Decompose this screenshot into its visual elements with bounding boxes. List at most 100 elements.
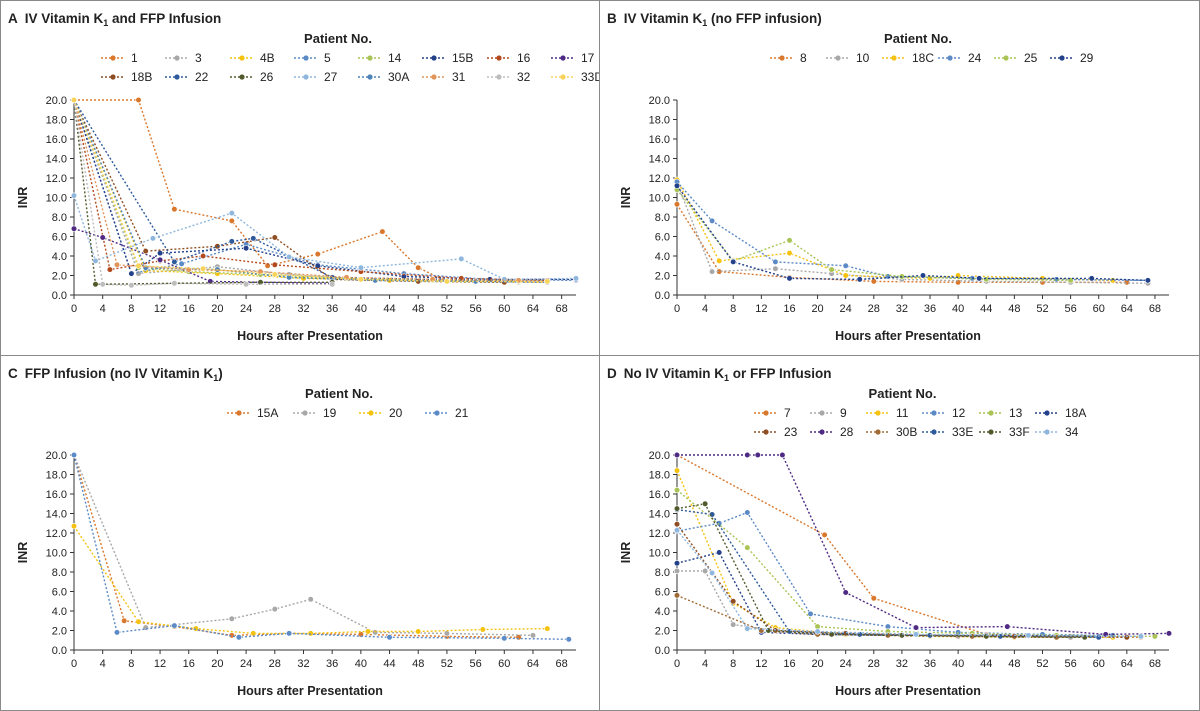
legend-swatch-marker	[931, 410, 937, 416]
data-point	[1095, 634, 1102, 641]
y-tick-label: 12.0	[46, 528, 67, 540]
data-point	[730, 598, 737, 605]
y-tick-label: 6.0	[52, 232, 67, 244]
x-tick-label: 64	[527, 658, 539, 670]
series-line	[73, 99, 548, 283]
x-tick-label: 0	[71, 658, 77, 670]
data-point	[673, 182, 681, 189]
y-tick-label: 10.0	[46, 548, 67, 560]
x-tick-label: 20	[811, 658, 823, 670]
x-tick-label: 20	[211, 658, 223, 670]
legend-entry: 15A	[227, 406, 278, 420]
legend-entry: 32	[487, 70, 531, 84]
data-point	[673, 201, 681, 208]
series-line	[73, 454, 519, 638]
series-line	[73, 525, 548, 635]
legend-title: Patient No.	[884, 31, 952, 46]
legend-swatch-marker	[875, 410, 881, 416]
data-point	[565, 636, 572, 643]
legend-title: Patient No.	[304, 31, 372, 46]
data-point	[1004, 623, 1011, 630]
x-tick-label: 32	[896, 658, 908, 670]
x-tick-label: 4	[100, 303, 106, 315]
y-tick-label: 4.0	[52, 251, 67, 263]
data-point	[673, 527, 681, 534]
y-tick-label: 20.0	[46, 95, 67, 107]
y-tick-label: 18.0	[649, 470, 670, 482]
data-point	[228, 238, 235, 245]
legend-label: 29	[1080, 51, 1094, 65]
data-point	[673, 467, 681, 474]
data-point	[744, 625, 751, 632]
data-point	[243, 281, 250, 288]
data-point	[157, 250, 164, 257]
data-point	[828, 266, 835, 273]
x-tick-label: 4	[702, 303, 708, 315]
x-tick-label: 68	[556, 303, 568, 315]
data-point	[1151, 633, 1159, 640]
series-group	[673, 467, 1116, 641]
data-point	[870, 278, 877, 285]
legend-label: 17	[581, 51, 595, 65]
legend-swatch-marker	[367, 55, 373, 61]
series-line	[676, 179, 1113, 282]
x-tick-label: 8	[128, 303, 134, 315]
x-tick-label: 32	[896, 303, 908, 315]
data-point	[786, 237, 793, 244]
series-group	[673, 201, 1130, 286]
x-tick-label: 68	[556, 658, 568, 670]
y-axis-title: INR	[16, 542, 30, 564]
data-point	[983, 276, 990, 283]
data-point	[730, 258, 737, 266]
legend-entry: 22	[165, 70, 209, 84]
legend-label: 34	[1065, 425, 1079, 439]
data-point	[673, 567, 681, 575]
data-point	[673, 505, 681, 512]
data-point	[250, 630, 257, 637]
legend-entry: 23	[754, 425, 798, 439]
data-point	[716, 257, 723, 265]
x-tick-label: 44	[980, 658, 992, 670]
x-tick-label: 48	[412, 303, 424, 315]
y-axis-title: INR	[619, 542, 633, 564]
y-tick-label: 12.0	[46, 173, 67, 185]
data-point	[92, 281, 99, 288]
y-tick-label: 12.0	[649, 173, 670, 185]
x-tick-label: 16	[183, 303, 195, 315]
legend-label: 4B	[260, 51, 275, 65]
data-point	[149, 235, 156, 242]
data-point	[271, 234, 278, 241]
panel-title-subscript: 1	[103, 18, 108, 28]
series-group	[673, 179, 1152, 287]
x-tick-label: 8	[730, 658, 736, 670]
x-tick-label: 64	[1121, 658, 1133, 670]
data-point	[228, 615, 235, 622]
legend-swatch-marker	[174, 55, 180, 61]
legend-swatch-marker	[434, 410, 440, 416]
y-tick-label: 16.0	[649, 489, 670, 501]
x-tick-label: 56	[469, 658, 481, 670]
legend-entry: 5	[294, 51, 331, 65]
x-tick-label: 12	[154, 658, 166, 670]
panel-title-text: IV Vitamin K	[624, 11, 703, 26]
data-point	[200, 265, 207, 272]
legend-label: 5	[324, 51, 331, 65]
legend-swatch-marker	[891, 55, 897, 61]
x-tick-label: 24	[240, 658, 252, 670]
data-point	[171, 258, 178, 266]
legend-label: 33E	[952, 425, 973, 439]
data-point	[271, 271, 278, 278]
x-tick-label: 40	[355, 658, 367, 670]
series-line	[676, 181, 1148, 282]
data-point	[529, 632, 537, 639]
x-tick-label: 4	[100, 658, 106, 670]
series-group	[70, 451, 537, 639]
x-tick-label: 4	[702, 658, 708, 670]
legend-swatch-marker	[1044, 429, 1050, 435]
legend-swatch-marker	[763, 410, 769, 416]
panel-title: D No IV Vitamin K1 or FFP Infusion	[607, 366, 832, 383]
legend-title: Patient No.	[305, 386, 373, 401]
legend-label: 1	[131, 51, 138, 65]
x-tick-label: 16	[783, 658, 795, 670]
data-point	[479, 626, 486, 633]
